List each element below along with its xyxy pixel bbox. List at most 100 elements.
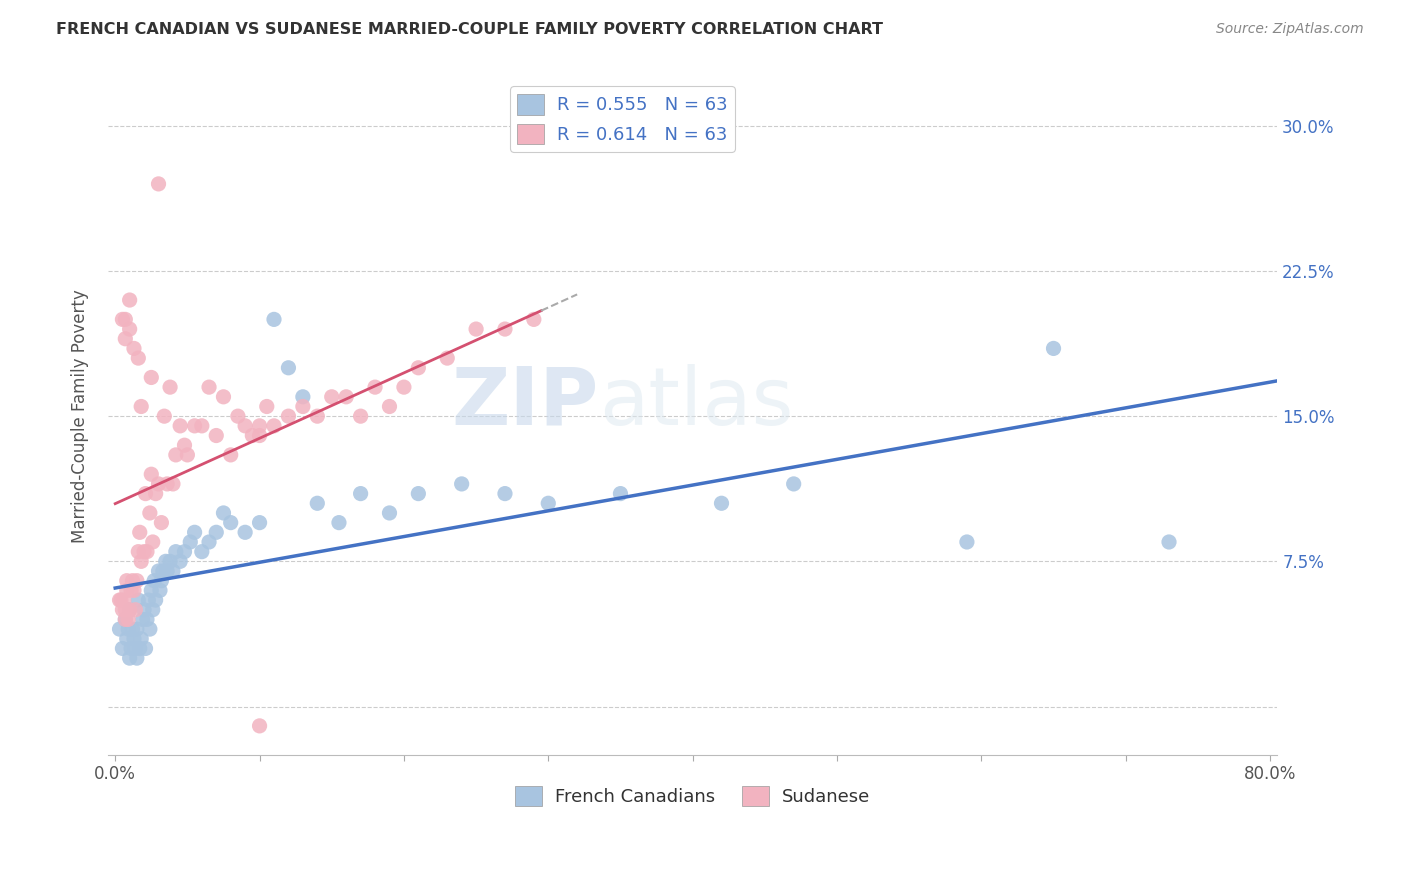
Point [233, 418, 256, 433]
Point [127, 593, 149, 607]
Point [159, 554, 181, 568]
Point [129, 632, 152, 646]
Text: ZIP: ZIP [451, 364, 599, 442]
Point [138, 593, 160, 607]
Point [494, 322, 516, 336]
Point [125, 574, 148, 588]
Point [436, 351, 458, 365]
Point [121, 622, 143, 636]
Point [159, 380, 181, 394]
Point [136, 612, 159, 626]
Point [162, 477, 184, 491]
Point [349, 409, 371, 424]
Point [115, 632, 138, 646]
Point [191, 418, 214, 433]
Point [212, 506, 235, 520]
Point [132, 544, 155, 558]
Point [118, 293, 141, 307]
Point [263, 418, 285, 433]
Point [115, 583, 138, 598]
Point [176, 448, 198, 462]
Point [219, 516, 242, 530]
Point [173, 438, 195, 452]
Point [145, 486, 167, 500]
Point [179, 535, 201, 549]
Point [169, 418, 191, 433]
Point [165, 544, 187, 558]
Point [256, 400, 278, 414]
Point [118, 603, 141, 617]
Point [782, 477, 804, 491]
Point [111, 641, 134, 656]
Point [136, 544, 159, 558]
Text: atlas: atlas [599, 364, 793, 442]
Point [537, 496, 560, 510]
Point [141, 583, 163, 598]
Point [127, 544, 149, 558]
Point [122, 583, 145, 598]
Point [198, 380, 221, 394]
Point [956, 535, 979, 549]
Point [392, 380, 415, 394]
Point [118, 322, 141, 336]
Point [111, 312, 134, 326]
Point [198, 535, 221, 549]
Point [112, 593, 135, 607]
Point [117, 622, 139, 636]
Point [142, 535, 165, 549]
Point [378, 506, 401, 520]
Point [183, 525, 205, 540]
Point [121, 574, 143, 588]
Point [465, 322, 488, 336]
Point [141, 467, 163, 482]
Point [108, 593, 131, 607]
Point [111, 603, 134, 617]
Point [141, 370, 163, 384]
Point [127, 351, 149, 365]
Y-axis label: Married-Couple Family Poverty: Married-Couple Family Poverty [72, 289, 89, 543]
Point [191, 544, 214, 558]
Point [150, 574, 173, 588]
Point [114, 603, 136, 617]
Point [148, 477, 170, 491]
Point [263, 312, 285, 326]
Point [135, 486, 157, 500]
Point [710, 496, 733, 510]
Point [408, 360, 430, 375]
Point [249, 428, 271, 442]
Point [118, 603, 141, 617]
Point [110, 593, 132, 607]
Point [131, 612, 153, 626]
Point [169, 554, 191, 568]
Point [291, 400, 314, 414]
Point [153, 409, 176, 424]
Point [114, 332, 136, 346]
Point [249, 719, 271, 733]
Point [108, 622, 131, 636]
Point [162, 564, 184, 578]
Point [249, 418, 271, 433]
Point [145, 593, 167, 607]
Point [118, 651, 141, 665]
Point [212, 390, 235, 404]
Point [328, 516, 350, 530]
Point [450, 477, 472, 491]
Point [183, 418, 205, 433]
Point [173, 544, 195, 558]
Point [226, 409, 249, 424]
Point [124, 641, 146, 656]
Point [277, 360, 299, 375]
Point [132, 603, 155, 617]
Point [128, 641, 150, 656]
Point [349, 486, 371, 500]
Point [249, 516, 271, 530]
Point [120, 641, 142, 656]
Point [1042, 342, 1064, 356]
Point [114, 612, 136, 626]
Point [219, 448, 242, 462]
Point [115, 574, 138, 588]
Point [291, 390, 314, 404]
Point [378, 400, 401, 414]
Point [321, 390, 343, 404]
Point [122, 342, 145, 356]
